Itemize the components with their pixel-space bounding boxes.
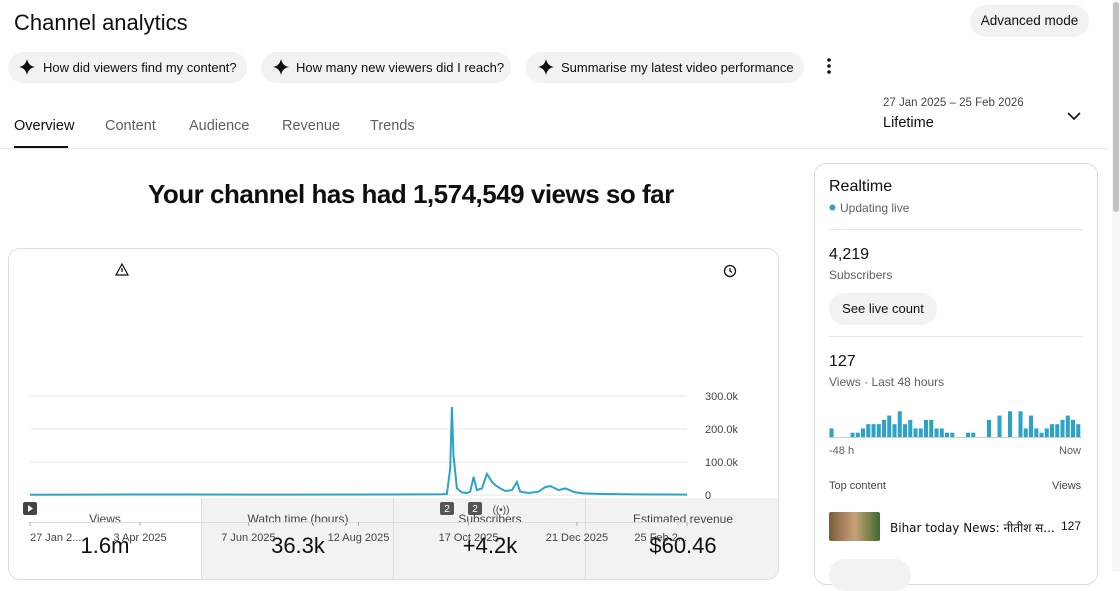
metric-card[interactable]: Watch time (hours) 36.3k (201, 498, 394, 579)
prompt-chip[interactable]: How many new viewers did I reach? (261, 52, 511, 83)
advanced-mode-button[interactable]: Advanced mode (970, 5, 1089, 37)
date-range-label[interactable]: Lifetime (883, 115, 934, 131)
scrollbar-thumb[interactable] (1113, 2, 1119, 212)
metric-value: +4.2k (462, 533, 518, 558)
subscriber-count: 4,219 (829, 246, 870, 263)
tab[interactable]: Audience (189, 118, 250, 134)
metric-label: Subscribers (458, 512, 522, 526)
page-title: Channel analytics (14, 10, 188, 35)
metric-value: 36.3k (271, 533, 325, 558)
prompt-chip[interactable]: Summarise my latest video performance (526, 52, 804, 83)
tab[interactable]: Trends (370, 118, 415, 134)
realtime-status: Updating live (840, 201, 910, 215)
video-thumbnail[interactable] (829, 512, 880, 541)
metric-value: 1.6m (80, 533, 130, 558)
subscriber-label: Subscribers (829, 268, 893, 282)
metrics-panel: Views 1.6m Watch time (hours) 36.3k Subscr… (8, 248, 779, 580)
tab[interactable]: Revenue (282, 118, 341, 134)
metric-card[interactable]: Subscribers +4.2k (393, 498, 586, 579)
axis-label: Now (1059, 445, 1082, 457)
metric-label: Watch time (hours) (247, 512, 349, 526)
scrollbar[interactable] (1112, 0, 1120, 571)
video-title[interactable]: Bihar today News: नीतीश स... (890, 521, 1055, 535)
live-count-button[interactable]: See live count (829, 293, 937, 325)
date-range: 27 Jan 2025 – 25 Feb 2026 (883, 97, 1024, 109)
more-button[interactable] (829, 559, 911, 591)
realtime-views-label: Views · Last 48 hours (829, 375, 945, 389)
metric-card[interactable]: Estimated revenue $60.46 (585, 498, 778, 579)
realtime-title: Realtime (829, 178, 893, 195)
metric-label: Estimated revenue (632, 512, 734, 526)
tab[interactable]: Content (105, 118, 156, 134)
headline: Your channel has had 1,574,549 views so … (148, 179, 674, 209)
tab[interactable]: Overview (14, 118, 75, 134)
metric-label: Views (89, 512, 121, 526)
axis-label: -48 h (829, 445, 855, 457)
dropdown-chevron (1067, 112, 1081, 121)
metric-card[interactable]: Views 1.6m (9, 498, 201, 579)
section-label: Top content (829, 480, 886, 492)
column-label: Views (1052, 480, 1082, 492)
metric-value: $60.46 (649, 533, 717, 558)
video-views: 127 (1061, 519, 1082, 533)
realtime-views: 127 (829, 353, 856, 370)
prompt-chip[interactable]: How did viewers find my content? (8, 52, 247, 83)
